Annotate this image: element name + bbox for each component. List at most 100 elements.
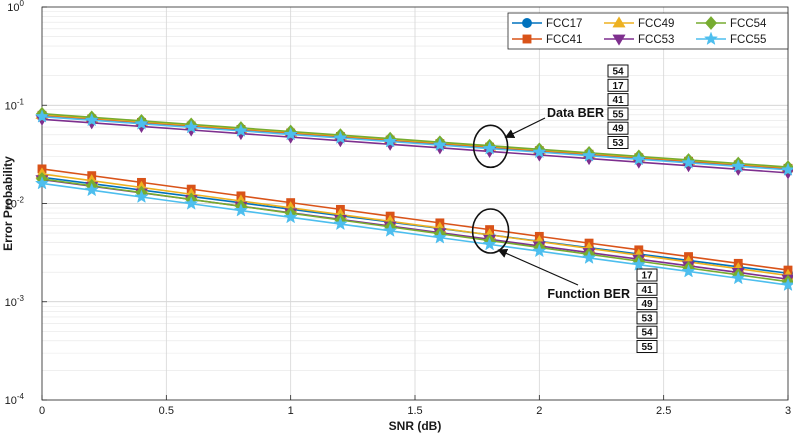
data-point: [283, 209, 298, 224]
data-point: [184, 196, 199, 210]
data-ber-order-box: [607, 136, 629, 149]
function-ber-order-label: 53: [641, 313, 653, 324]
legend: FCC17 FCC49 FCC54 FCC41 FCC53 FCC55: [507, 12, 789, 50]
legend-item-fcc53: FCC53: [604, 34, 674, 46]
data-point: [703, 31, 719, 46]
data-point: [432, 137, 447, 152]
y-tick-label: 10-3: [5, 294, 25, 309]
data-point: [532, 243, 547, 258]
data-point: [84, 182, 99, 197]
annotations: Data BER Function BER 54 17 41 55 49 53 17 41 49 53…: [471, 64, 658, 353]
data-point: [383, 223, 398, 237]
function-ber-order-label: 49: [641, 299, 653, 310]
data-point: [134, 116, 149, 130]
data-ber-order-box: [607, 78, 629, 92]
x-tick-label: 2: [536, 405, 542, 417]
data-point: [631, 151, 646, 166]
data-point: [731, 158, 746, 173]
series-line: [41, 168, 789, 271]
function-ber-order-label: 55: [641, 342, 653, 353]
data-point: [482, 141, 497, 155]
x-tick-label: 0.5: [159, 405, 174, 417]
series-line: [41, 118, 789, 174]
data-ber-order-box: [607, 93, 629, 107]
data-point: [283, 126, 298, 141]
data-ber-order-label: 54: [612, 67, 624, 78]
legend-item-fcc17: FCC17: [512, 18, 582, 30]
data-point: [233, 203, 249, 217]
function-ber-order-box: [636, 325, 658, 339]
data-point: [612, 16, 626, 28]
function-ber-arrow: [497, 249, 579, 286]
data-point: [184, 119, 199, 134]
data-point: [333, 130, 348, 144]
legend-label: FCC17: [546, 18, 582, 30]
data-ber-order-label: 17: [612, 81, 624, 92]
data-point: [333, 216, 348, 231]
data-point: [432, 230, 447, 244]
legend-item-fcc49: FCC49: [604, 16, 674, 30]
data-point: [704, 16, 718, 30]
data-point: [233, 123, 249, 137]
series-fcc55-function-ber: [34, 175, 793, 292]
series-line: [41, 112, 789, 168]
y-tick-label: 10-4: [5, 392, 25, 407]
x-tick-label: 1.5: [407, 405, 422, 417]
series-line: [41, 182, 789, 286]
x-tick-label: 3: [785, 405, 791, 417]
data-ber-order-box: [607, 64, 629, 78]
series-line: [41, 115, 789, 171]
function-ber-order-box: [636, 282, 658, 296]
series-fcc55-data-ber: [34, 109, 793, 176]
data-point: [482, 236, 497, 251]
data-ber-arrow: [504, 117, 546, 138]
series-line: [41, 173, 789, 277]
legend-label: FCC55: [730, 34, 766, 46]
data-point: [612, 34, 626, 46]
data-ber-order-box: [607, 107, 629, 121]
data-point: [631, 257, 646, 271]
data-point: [84, 112, 99, 127]
function-ber-order-label: 17: [641, 271, 653, 282]
y-axis-title: Error Probability: [1, 156, 15, 251]
data-point: [581, 250, 597, 264]
series-layer: [34, 106, 793, 292]
data-point: [532, 144, 547, 159]
x-tick-label: 1: [288, 405, 294, 417]
data-ber-order-label: 41: [612, 95, 624, 106]
x-axis-title: SNR (dB): [389, 419, 442, 433]
function-ber-order-box: [636, 297, 658, 311]
legend-item-fcc55: FCC55: [696, 31, 766, 46]
data-ber-order-label: 53: [612, 138, 624, 149]
data-ber-order-label: 49: [612, 124, 624, 135]
legend-item-fcc41: FCC41: [512, 34, 582, 46]
x-tick-label: 2.5: [656, 405, 671, 417]
y-tick-label: 10-2: [5, 196, 25, 211]
data-point: [34, 175, 50, 190]
series-line: [41, 178, 789, 283]
function-ber-label: Function BER: [547, 287, 630, 301]
legend-item-fcc54: FCC54: [696, 16, 767, 30]
data-ber-order-box: [607, 121, 629, 135]
data-point: [681, 264, 696, 278]
data-point: [731, 270, 746, 285]
function-ber-ellipse: [471, 208, 510, 254]
data-ber-label: Data BER: [547, 106, 604, 120]
function-ber-order-label: 54: [641, 328, 653, 339]
data-point: [681, 155, 696, 169]
data-point: [134, 189, 149, 204]
function-ber-order-box: [636, 340, 658, 353]
function-ber-order-box: [636, 311, 658, 325]
legend-label: FCC53: [638, 34, 674, 46]
data-point: [581, 148, 597, 162]
data-point: [34, 109, 50, 123]
y-tick-label: 100: [7, 0, 24, 14]
x-tick-label: 0: [39, 405, 45, 417]
data-point: [522, 18, 532, 28]
legend-label: FCC41: [546, 34, 582, 46]
axis-ticks: 0 0.5 1 1.5 2 2.5 3 10-4 10-3 10-2 10-1 100: [5, 0, 791, 417]
legend-label: FCC49: [638, 18, 674, 30]
legend-label: FCC54: [730, 18, 767, 30]
legend-box: [507, 12, 789, 50]
